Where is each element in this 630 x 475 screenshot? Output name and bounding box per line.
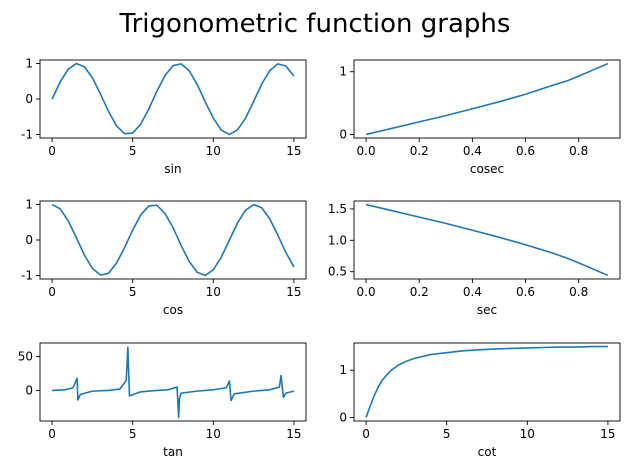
cos-series-line bbox=[51, 203, 295, 277]
cos-x-tick-label: 0 bbox=[48, 285, 56, 299]
cot-x-tick-label: 0 bbox=[362, 427, 370, 441]
tan-series-line bbox=[52, 346, 295, 419]
cot-y-tick-label: 0 bbox=[339, 410, 347, 424]
sin-series-line bbox=[51, 62, 295, 136]
tan-axes-frame bbox=[39, 342, 307, 422]
cosec-y-tick-label: 0 bbox=[339, 127, 347, 141]
sec-x-tick-label: 0.6 bbox=[516, 285, 535, 299]
tan-x-tick-label: 15 bbox=[286, 427, 301, 441]
cosec-x-tick-label: 0.2 bbox=[410, 144, 429, 158]
tan-x-tick-label: 5 bbox=[129, 427, 137, 441]
subplot-sec: 0.0 0.2 0.4 0.6 0.8 0.5 1.0 1.5 sec bbox=[328, 200, 621, 317]
sec-y-tick-label: 1.0 bbox=[328, 233, 347, 247]
tan-x-tick-label: 10 bbox=[206, 427, 221, 441]
sin-x-tick-label: 15 bbox=[286, 144, 301, 158]
cosec-x-tick-label: 0.6 bbox=[516, 144, 535, 158]
subplot-cosec: 0.0 0.2 0.4 0.6 0.8 0 1 cosec bbox=[339, 59, 621, 176]
sec-x-tick-label: 0.8 bbox=[569, 285, 588, 299]
subplot-tan: 0 5 10 15 0 50 tan bbox=[18, 342, 307, 459]
sin-x-tick-label: 10 bbox=[206, 144, 221, 158]
cos-y-tick-label: -1 bbox=[21, 268, 33, 282]
sin-x-tick-label: 0 bbox=[48, 144, 56, 158]
sec-series-line bbox=[365, 203, 609, 277]
cot-x-tick-label: 5 bbox=[443, 427, 451, 441]
sec-x-tick-label: 0.2 bbox=[410, 285, 429, 299]
cos-x-axis-label: cos bbox=[163, 303, 183, 317]
tan-y-tick-label: 50 bbox=[18, 350, 33, 364]
sin-y-tick-label: 1 bbox=[25, 57, 33, 71]
cos-x-tick-label: 15 bbox=[286, 285, 301, 299]
sec-y-tick-label: 0.5 bbox=[328, 265, 347, 279]
sin-y-tick-label: -1 bbox=[21, 127, 33, 141]
tan-x-tick-label: 0 bbox=[48, 427, 56, 441]
sin-y-tick-label: 0 bbox=[25, 92, 33, 106]
figure-title: Trigonometric function graphs bbox=[119, 9, 511, 39]
subplot-cos: 0 5 10 15 -1 0 1 cos bbox=[21, 198, 307, 317]
cos-x-tick-label: 5 bbox=[129, 285, 137, 299]
cot-x-tick-label: 15 bbox=[600, 427, 615, 441]
cos-y-tick-label: 0 bbox=[25, 233, 33, 247]
cosec-x-tick-label: 0.8 bbox=[569, 144, 588, 158]
cot-x-tick-label: 10 bbox=[520, 427, 535, 441]
tan-y-tick-label: 0 bbox=[25, 383, 33, 397]
cosec-series-line bbox=[365, 62, 609, 136]
sin-x-tick-label: 5 bbox=[129, 144, 137, 158]
cosec-x-axis-label: cosec bbox=[470, 162, 504, 176]
sin-x-axis-label: sin bbox=[164, 162, 181, 176]
cosec-axes-frame bbox=[353, 59, 621, 139]
cot-y-tick-label: 1 bbox=[339, 363, 347, 377]
cot-series-line bbox=[365, 345, 608, 418]
cos-x-tick-label: 10 bbox=[206, 285, 221, 299]
cosec-x-tick-label: 0.4 bbox=[463, 144, 482, 158]
subplot-sin: 0 5 10 15 -1 0 1 sin bbox=[21, 57, 307, 176]
cot-axes-frame bbox=[353, 342, 621, 422]
cosec-x-tick-label: 0.0 bbox=[357, 144, 376, 158]
cot-x-axis-label: cot bbox=[478, 445, 497, 459]
cosec-y-tick-label: 1 bbox=[339, 65, 347, 79]
sec-x-axis-label: sec bbox=[477, 303, 497, 317]
sec-x-tick-label: 0.0 bbox=[357, 285, 376, 299]
cos-y-tick-label: 1 bbox=[25, 198, 33, 212]
sec-y-tick-label: 1.5 bbox=[328, 202, 347, 216]
sec-x-tick-label: 0.4 bbox=[463, 285, 482, 299]
subplot-cot: 0 5 10 15 0 1 cot bbox=[339, 342, 621, 459]
tan-x-axis-label: tan bbox=[163, 445, 183, 459]
